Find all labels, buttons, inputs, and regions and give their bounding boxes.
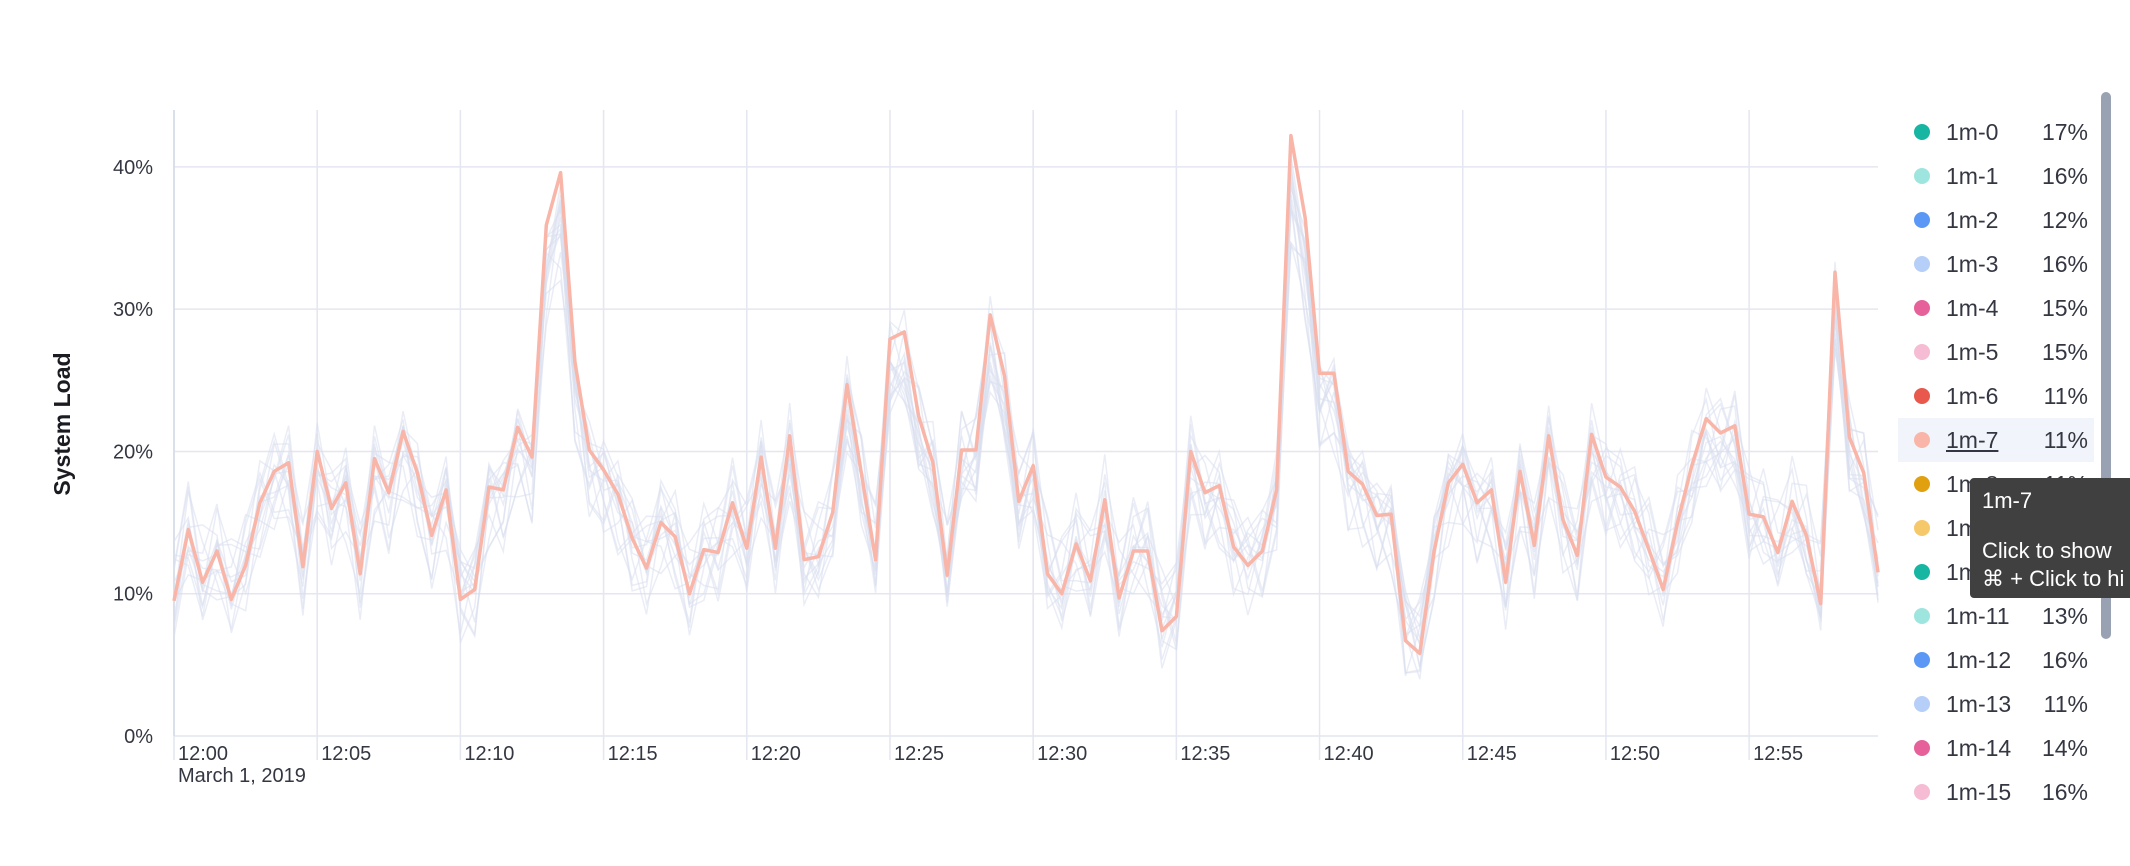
x-tick-label: 12:05 [321, 743, 371, 765]
background-series-line [173, 199, 1879, 651]
background-series-lines [173, 155, 1879, 680]
legend-series-value: 16% [2041, 250, 2088, 277]
legend-color-dot [1914, 608, 1930, 624]
grid-lines [173, 110, 1878, 760]
x-tick-label: 12:00 [178, 743, 228, 765]
y-axis-ticks: 0% 10% 20% 30% 40% [113, 157, 153, 748]
legend-color-dot [1914, 124, 1930, 140]
x-tick-label: 12:45 [1467, 743, 1517, 765]
legend-item-1m-7[interactable]: 1m-7 11% [1898, 418, 2094, 462]
legend-item-1m-11[interactable]: 1m-11 13% [1898, 594, 2094, 638]
legend-series-value: 11% [2043, 690, 2088, 717]
x-axis-date-label: March 1, 2019 [178, 765, 306, 787]
legend-color-dot [1914, 696, 1930, 712]
x-tick-label: 12:20 [751, 743, 801, 765]
background-series-line [173, 199, 1879, 674]
legend-series-name: 1m-1 [1946, 162, 1999, 189]
y-axis-label: System Load [49, 352, 75, 495]
x-tick-label: 12:40 [1324, 743, 1374, 765]
legend-series-name: 1m-4 [1946, 294, 1999, 321]
legend-color-dot [1914, 432, 1930, 448]
highlighted-series-line [172, 133, 1880, 656]
y-tick-label: 30% [113, 299, 153, 321]
x-tick-label: 12:10 [464, 743, 514, 765]
legend-series-value: 16% [2041, 162, 2088, 189]
x-tick-label: 12:25 [894, 743, 944, 765]
legend-color-dot [1914, 212, 1930, 228]
legend-color-dot [1914, 300, 1930, 316]
legend-series-value: 11% [2043, 382, 2088, 409]
legend-color-dot [1914, 564, 1930, 580]
legend-item-1m-0[interactable]: 1m-0 17% [1898, 110, 2094, 154]
legend-item-1m-12[interactable]: 1m-12 16% [1898, 638, 2094, 682]
y-tick-label: 10% [113, 584, 153, 606]
legend-item-1m-6[interactable]: 1m-6 11% [1898, 374, 2094, 418]
background-series-line [173, 155, 1879, 668]
legend-color-dot [1914, 784, 1930, 800]
legend: 1m-0 17% 1m-1 16% 1m-2 12% 1m-3 16% 1m-4 15% 1m-5 1… [1898, 110, 2094, 810]
chart-area: 0% 10% 20% 30% 40% 12:00 12:05 12:10 12:15 12:20… [49, 110, 1880, 787]
legend-series-name: 1m-3 [1946, 250, 1999, 277]
legend-item-1m-14[interactable]: 1m-14 14% [1898, 726, 2094, 770]
legend-color-dot [1914, 476, 1930, 492]
background-series-line [173, 182, 1879, 660]
x-tick-label: 12:35 [1180, 743, 1230, 765]
tooltip-title: 1m-7 [1982, 488, 2033, 513]
legend-color-dot [1914, 388, 1930, 404]
background-series-line [173, 167, 1879, 668]
legend-color-dot [1914, 256, 1930, 272]
background-series-line [173, 163, 1879, 680]
tooltip-hint-show: Click to show [1982, 538, 2112, 563]
legend-color-dot [1914, 740, 1930, 756]
background-series-line [173, 216, 1879, 650]
tooltip-hint-hide: ⌘ + Click to hi [1982, 566, 2125, 591]
legend-scrollbar[interactable] [2101, 92, 2111, 639]
legend-series-name: 1m-13 [1946, 690, 2012, 717]
background-series-line [173, 204, 1879, 674]
legend-item-1m-15[interactable]: 1m-15 16% [1898, 770, 2094, 810]
background-series-line [173, 202, 1879, 644]
legend-series-value: 16% [2041, 646, 2088, 673]
x-tick-label: 12:30 [1037, 743, 1087, 765]
legend-series-value: 17% [2041, 118, 2088, 145]
legend-item-1m-5[interactable]: 1m-5 15% [1898, 330, 2094, 374]
legend-series-name: 1m-14 [1946, 734, 2012, 761]
legend-series-name: 1m-6 [1946, 382, 1999, 409]
legend-item-1m-3[interactable]: 1m-3 16% [1898, 242, 2094, 286]
legend-series-value: 15% [2041, 294, 2088, 321]
legend-tooltip: 1m-7 Click to show ⌘ + Click to hi [1970, 478, 2130, 598]
legend-series-name: 1m-5 [1946, 338, 1999, 365]
background-series-line [173, 187, 1879, 631]
legend-series-value: 11% [2043, 426, 2088, 453]
legend-item-1m-13[interactable]: 1m-13 11% [1898, 682, 2094, 726]
legend-series-name: 1m-11 [1946, 602, 2010, 629]
x-axis-ticks: 12:00 12:05 12:10 12:15 12:20 12:25 12:30 12:35… [178, 743, 1803, 765]
y-tick-label: 0% [124, 726, 153, 748]
legend-series-name: 1m-2 [1946, 206, 1999, 233]
y-tick-label: 20% [113, 441, 153, 463]
series-line-1m-7 [172, 133, 1880, 656]
legend-item-1m-4[interactable]: 1m-4 15% [1898, 286, 2094, 330]
legend-series-name: 1m-7 [1946, 426, 1999, 453]
legend-item-1m-2[interactable]: 1m-2 12% [1898, 198, 2094, 242]
x-tick-label: 12:50 [1610, 743, 1660, 765]
legend-series-value: 14% [2041, 734, 2088, 761]
x-tick-label: 12:55 [1753, 743, 1803, 765]
legend-series-value: 15% [2041, 338, 2088, 365]
legend-color-dot [1914, 520, 1930, 536]
legend-color-dot [1914, 168, 1930, 184]
x-tick-label: 12:15 [608, 743, 658, 765]
legend-series-name: 1m-15 [1946, 778, 2012, 805]
background-series-line [173, 232, 1879, 677]
legend-series-name: 1m-0 [1946, 118, 1999, 145]
legend-series-value: 16% [2041, 778, 2088, 805]
legend-item-1m-1[interactable]: 1m-1 16% [1898, 154, 2094, 198]
legend-series-value: 13% [2041, 602, 2088, 629]
legend-color-dot [1914, 652, 1930, 668]
legend-series-name: 1m-12 [1946, 646, 2012, 673]
y-tick-label: 40% [113, 157, 153, 179]
legend-color-dot [1914, 344, 1930, 360]
legend-series-value: 12% [2041, 206, 2088, 233]
